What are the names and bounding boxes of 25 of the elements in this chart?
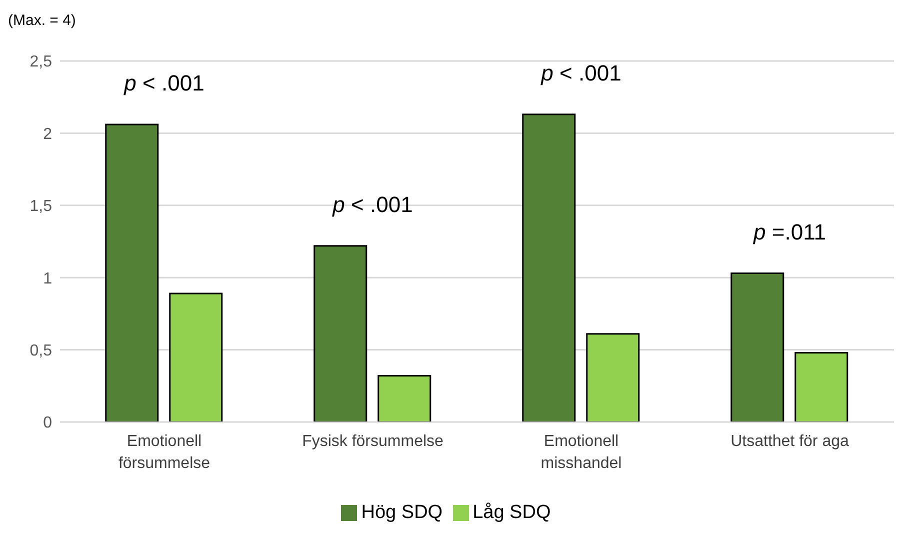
y-tick-label: 2,5 — [30, 54, 52, 71]
y-axis-title: (Max. = 4) — [8, 12, 76, 29]
y-tick-label: 0 — [43, 414, 52, 432]
bar — [314, 245, 368, 422]
annotation: p < .001 — [540, 60, 622, 86]
legend-label: Hög SDQ — [361, 502, 443, 523]
x-tick-label: Emotionell misshandel — [540, 433, 622, 472]
bar — [522, 114, 576, 422]
y-tick-label: 1,5 — [30, 198, 52, 216]
bar — [794, 352, 848, 422]
x-tick-label: Emotionell försummelse — [118, 433, 210, 472]
annotation: p < .001 — [332, 192, 413, 217]
bar — [378, 375, 432, 422]
bar — [169, 292, 223, 422]
y-tick-label: 1 — [43, 270, 52, 288]
x-tick-label: Utsatthet för aga — [730, 433, 849, 450]
annotation: p =.011 — [752, 219, 826, 244]
legend-label: Låg SDQ — [472, 502, 551, 523]
x-tick-label: Fysisk försummelse — [302, 433, 444, 450]
annotation: p < .001 — [123, 70, 204, 96]
bar — [730, 272, 784, 422]
bar — [105, 124, 159, 422]
bar — [586, 333, 640, 422]
y-tick-label: 0,5 — [30, 342, 52, 360]
y-tick-label: 2 — [43, 126, 52, 143]
